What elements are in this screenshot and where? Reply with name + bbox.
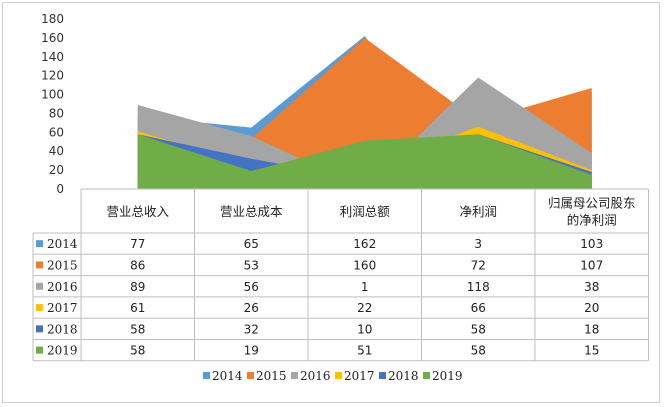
row-label: 2016	[47, 280, 78, 294]
plot-area	[137, 36, 592, 190]
y-tick-label: 140	[41, 50, 64, 64]
table-cell: 32	[244, 322, 259, 336]
legend-label: 2014	[212, 369, 243, 383]
category-label: 的净利润	[567, 213, 617, 228]
row-legend-key	[36, 304, 43, 312]
table-cell: 58	[130, 322, 145, 336]
table-cell: 26	[244, 301, 259, 315]
table-cell: 58	[471, 322, 486, 336]
y-tick-label: 120	[41, 69, 64, 83]
table-cell: 72	[471, 258, 486, 272]
table-cell: 56	[244, 280, 259, 294]
area-series-2019	[137, 134, 592, 189]
y-tick-label: 40	[49, 144, 64, 158]
row-legend-key	[36, 261, 43, 269]
category-label: 归属母公司股东	[548, 196, 636, 211]
y-tick-label: 60	[49, 125, 64, 139]
legend-label: 2018	[388, 369, 419, 383]
table-cell: 53	[244, 258, 259, 272]
y-axis: 0 20 40 60 80 100 120 140 160 180	[41, 12, 64, 196]
table-cell: 160	[353, 258, 376, 272]
row-legend-key	[36, 240, 43, 248]
y-tick-label: 180	[41, 12, 64, 26]
row-label: 2015	[47, 258, 78, 272]
y-tick-label: 0	[56, 182, 64, 196]
y-tick-label: 100	[41, 88, 64, 102]
table-cell: 89	[130, 280, 145, 294]
table-cell: 65	[244, 237, 259, 251]
legend-label: 2016	[300, 369, 331, 383]
area-chart: 020406080100120140160180 营业总收入 营业总成本 利润总额净…	[32, 12, 649, 383]
legend-swatch	[247, 372, 254, 379]
table-cell: 86	[130, 258, 145, 272]
legend-swatch	[423, 372, 430, 379]
table-cell: 3	[474, 237, 482, 251]
row-label: 2018	[47, 322, 78, 336]
legend-label: 2015	[256, 369, 287, 383]
row-legend-key	[36, 325, 43, 333]
row-legend-key	[36, 282, 43, 290]
chart-frame: 0 20 40 60 80 100 120 140 160 180 营业总收入 营业总成本 利润总额净…	[2, 2, 660, 403]
table-cell: 107	[580, 258, 603, 272]
table-cell: 51	[357, 344, 372, 358]
row-legend-key	[36, 346, 43, 354]
row-label: 2014	[47, 237, 78, 251]
row-label: 2017	[47, 301, 78, 315]
category-label: 营业总收入	[106, 204, 169, 219]
table-cell: 61	[130, 301, 145, 315]
table-cell: 38	[584, 280, 599, 294]
table-cell: 77	[130, 237, 145, 251]
category-label: 利润总额	[340, 204, 391, 219]
table-cell: 1	[361, 280, 369, 294]
y-tick-label: 160	[41, 31, 64, 45]
y-tick-label: 80	[49, 106, 64, 120]
legend-label: 2017	[344, 369, 375, 383]
table-cell: 19	[244, 344, 259, 358]
table-cell: 18	[584, 322, 599, 336]
category-label: 营业总成本	[220, 204, 283, 219]
table-cell: 58	[471, 344, 486, 358]
table-cell: 58	[130, 344, 145, 358]
legend-swatch	[379, 372, 386, 379]
legend-swatch	[203, 372, 210, 379]
legend-swatch	[335, 372, 342, 379]
table-cell: 66	[471, 301, 486, 315]
table-cell: 15	[584, 344, 599, 358]
table-cell: 103	[580, 237, 603, 251]
legend-label: 2019	[432, 369, 463, 383]
category-label: 净利润	[459, 204, 497, 219]
table-cell: 10	[357, 322, 372, 336]
table-cell: 22	[357, 301, 372, 315]
y-tick-label: 20	[49, 163, 64, 177]
legend: 2014 2015 2016 2017 2018 2019	[203, 369, 463, 383]
table-cell: 20	[584, 301, 599, 315]
table-cell: 118	[467, 280, 490, 294]
table-cell: 162	[353, 237, 376, 251]
row-label: 2019	[47, 344, 78, 358]
legend-swatch	[291, 372, 298, 379]
